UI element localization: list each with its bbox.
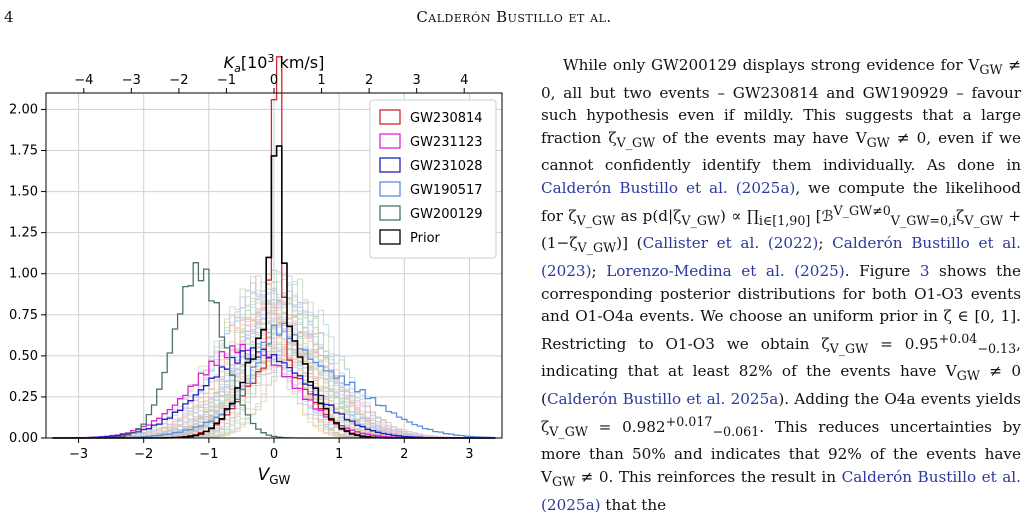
citation-link[interactable]: Callister et al. (2022) (642, 234, 819, 253)
y-tick-label: 2.00 (9, 102, 38, 117)
top-tick-label: 4 (460, 73, 468, 88)
top-tick-label: −4 (74, 73, 93, 88)
x-tick-label: 1 (335, 447, 343, 462)
legend-label: GW231028 (410, 159, 483, 174)
legend-label: GW231123 (410, 135, 483, 150)
top-tick-label: 2 (365, 73, 373, 88)
x-tick-label: 2 (400, 447, 408, 462)
legend: GW230814 GW231123 GW231028 GW190517 GW200129… (369, 99, 497, 259)
legend-label: GW190517 (410, 183, 483, 198)
legend-swatch (379, 109, 401, 125)
legend-label: GW200129 (410, 207, 483, 222)
paragraph: While only GW200129 displays strong evid… (541, 56, 1022, 514)
citation-link[interactable]: Lorenzo-Medina et al. (2025) (606, 261, 845, 280)
y-tick-label: 1.25 (9, 226, 38, 241)
x-tick-label: 3 (465, 447, 473, 462)
running-head: Calderón Bustillo et al. (416, 8, 612, 26)
y-tick-label: 1.75 (9, 144, 38, 159)
y-tick-label: 0.50 (9, 349, 38, 364)
y-tick-label: 0.25 (9, 390, 38, 405)
citation-link[interactable]: Calderón Bustillo et al. (2025a) (541, 179, 796, 198)
histogram-gw231028 (52, 347, 496, 439)
top-tick-label: −2 (169, 73, 188, 88)
legend-label: GW230814 (410, 111, 483, 126)
top-tick-label: −1 (217, 73, 236, 88)
legend-swatch (379, 133, 401, 149)
top-axis-label: Ka[103 km/s] (224, 52, 325, 75)
figure-link[interactable]: 3 (919, 261, 930, 280)
x-tick-label: −2 (134, 447, 153, 462)
x-tick-label: −3 (69, 447, 88, 462)
y-tick-label: 1.00 (9, 267, 38, 282)
citation-link[interactable]: Calderón Bustillo et al. (2023) (541, 234, 1021, 280)
legend-label: Prior (410, 231, 441, 246)
histogram-gw190517 (52, 322, 496, 439)
body-text: While only GW200129 displays strong evid… (541, 54, 1021, 516)
citation-link[interactable]: Calderón Bustillo et al. 2025a (546, 390, 779, 409)
page-number: 4 (4, 8, 14, 26)
top-tick-label: 0 (270, 73, 278, 88)
x-tick-label: 0 (270, 447, 278, 462)
top-tick-label: −3 (122, 73, 141, 88)
y-tick-label: 0.75 (9, 308, 38, 323)
figure-histogram: −3 −2 −1 0 1 2 3 −4 −3 −2 −1 0 1 2 3 4 0.00 0.25 0.50 0.7… (9, 52, 503, 487)
legend-swatch (379, 229, 401, 245)
y-tick-label: 1.50 (9, 185, 38, 200)
top-tick-label: 1 (317, 73, 325, 88)
top-tick-label: 3 (413, 73, 421, 88)
x-axis-label: VGW (258, 465, 291, 487)
citation-link[interactable]: Calderón Bustillo et al. (2025a) (541, 467, 1021, 514)
legend-box (369, 99, 497, 259)
legend-swatch (379, 205, 401, 221)
legend-swatch (379, 157, 401, 173)
legend-swatch (379, 181, 401, 197)
x-tick-label: −1 (199, 447, 218, 462)
y-tick-label: 0.00 (9, 431, 38, 446)
